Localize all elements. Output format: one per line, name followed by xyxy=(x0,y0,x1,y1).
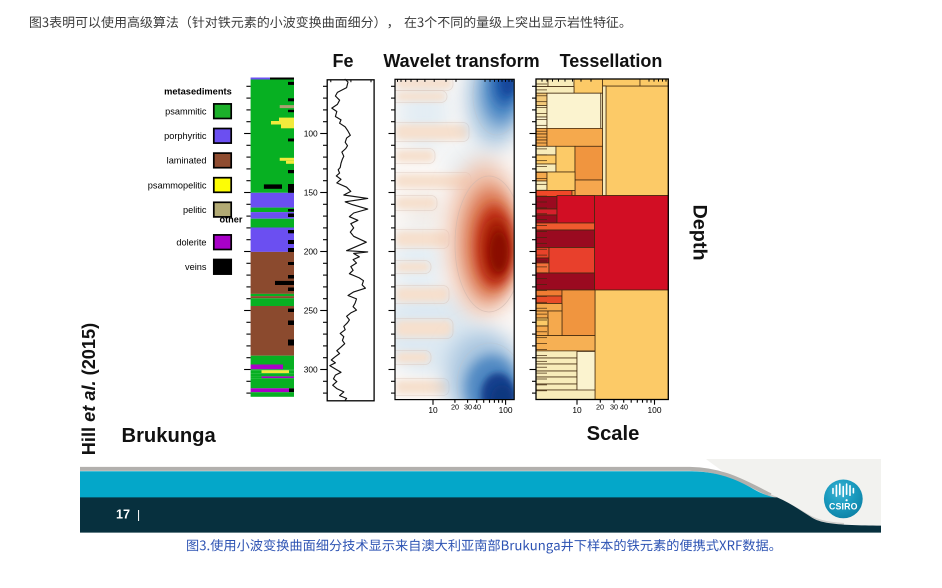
svg-text:100: 100 xyxy=(648,405,662,415)
svg-text:laminated: laminated xyxy=(167,156,207,166)
svg-text:100: 100 xyxy=(304,129,318,139)
svg-text:30: 30 xyxy=(610,403,618,412)
svg-text:pelitic: pelitic xyxy=(183,205,207,215)
svg-text:100: 100 xyxy=(499,405,513,415)
svg-text:Wavelet transform: Wavelet transform xyxy=(383,51,539,71)
svg-text:Brukunga: Brukunga xyxy=(122,425,217,447)
svg-text:Hill et al. (2015): Hill et al. (2015) xyxy=(79,323,99,455)
svg-text:150: 150 xyxy=(304,188,318,198)
svg-text:250: 250 xyxy=(304,306,318,316)
svg-text:20: 20 xyxy=(451,403,459,412)
svg-text:psammitic: psammitic xyxy=(165,107,207,117)
svg-text:metasediments: metasediments xyxy=(164,87,232,97)
svg-text:40: 40 xyxy=(473,403,481,412)
svg-text:40: 40 xyxy=(620,403,628,412)
svg-text:20: 20 xyxy=(596,403,604,412)
svg-text:dolerite: dolerite xyxy=(176,238,206,248)
svg-text:17: 17 xyxy=(116,508,130,522)
svg-text:300: 300 xyxy=(304,365,318,375)
svg-text:10: 10 xyxy=(428,405,438,415)
svg-text:CSIRO: CSIRO xyxy=(829,502,858,512)
svg-text:30: 30 xyxy=(464,403,472,412)
svg-text:psammopelitic: psammopelitic xyxy=(148,180,207,190)
svg-text:Scale: Scale xyxy=(587,423,640,445)
svg-text:other: other xyxy=(220,215,243,225)
svg-text:200: 200 xyxy=(304,247,318,257)
svg-text:porphyritic: porphyritic xyxy=(164,131,207,141)
svg-text:10: 10 xyxy=(572,405,582,415)
svg-text:Fe: Fe xyxy=(332,51,353,71)
svg-text:Tessellation: Tessellation xyxy=(560,51,663,71)
svg-text:|: | xyxy=(137,508,140,522)
svg-text:veins: veins xyxy=(185,262,207,272)
svg-text:Depth: Depth xyxy=(688,204,710,260)
